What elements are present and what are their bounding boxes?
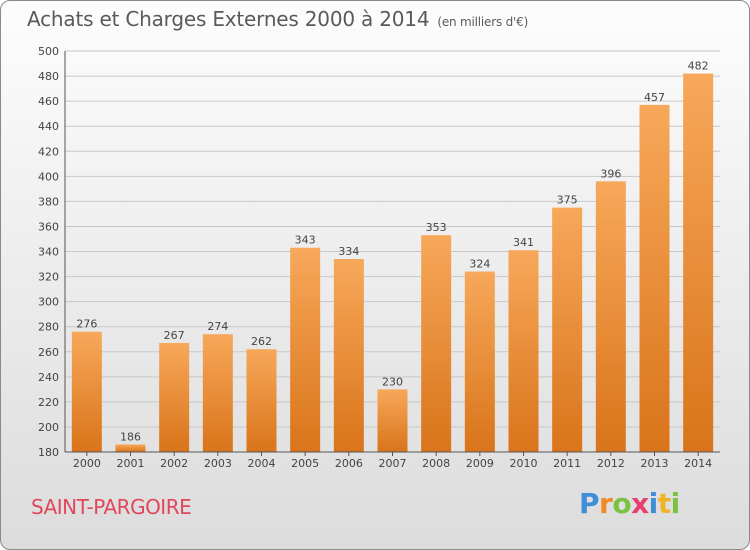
logo-letter: t [657,487,671,520]
data-label-2012: 396 [600,167,621,180]
bar-2007 [377,389,408,452]
data-label-2000: 276 [76,318,97,331]
x-tick-label: 2005 [291,457,319,470]
y-tick-label: 300 [38,296,59,309]
bar-2014 [683,73,714,453]
chart-title-text: Achats et Charges Externes 2000 à 2014 [27,7,430,31]
x-tick-label: 2001 [117,457,145,470]
proxiti-logo: Proxiti [579,487,680,520]
y-tick-label: 460 [38,95,59,108]
bar-2000 [71,331,102,452]
bar-2013 [639,104,670,453]
y-tick-label: 480 [38,70,59,83]
logo-letter: x [631,487,649,520]
logo-letter: r [599,487,613,520]
chart-title: Achats et Charges Externes 2000 à 2014 (e… [27,7,528,31]
x-tick-label: 2008 [422,457,450,470]
y-tick-label: 500 [38,45,59,58]
x-tick-label: 2010 [510,457,538,470]
logo-letter: i [648,487,659,520]
bar-2003 [202,334,233,452]
bar-2005 [290,247,321,452]
x-tick-label: 2006 [335,457,363,470]
y-tick-label: 320 [38,271,59,284]
data-label-2001: 186 [120,430,141,443]
axis-layer: 180 200 220 240 260 280 300 320 340 360 380 400 420 4… [38,45,720,470]
logo-letter: o [612,487,632,520]
bar-2006 [333,259,364,452]
data-label-2014: 482 [688,60,709,73]
commune-name: SAINT-PARGOIRE [31,495,192,519]
bar-2002 [159,342,190,452]
y-tick-label: 200 [38,421,59,434]
x-tick-label: 2014 [684,457,712,470]
y-tick-label: 380 [38,195,59,208]
y-tick-label: 260 [38,346,59,359]
y-tick-label: 280 [38,321,59,334]
y-tick-label: 360 [38,220,59,233]
data-label-2005: 343 [295,234,316,247]
data-label-2004: 262 [251,335,272,348]
x-tick-label: 2000 [73,457,101,470]
x-tick-label: 2007 [379,457,407,470]
y-tick-label: 340 [38,246,59,259]
data-label-2011: 375 [557,194,578,207]
data-label-2010: 341 [513,236,534,249]
x-tick-label: 2009 [466,457,494,470]
bar-2011 [552,207,583,452]
bar-2001 [115,444,146,452]
bar-2008 [421,235,452,452]
logo-letter: i [670,487,681,520]
bar-2004 [246,349,277,452]
chart-subtitle: (en milliers d'€) [437,15,529,29]
data-label-2007: 230 [382,375,403,388]
y-tick-label: 440 [38,120,59,133]
data-label-2013: 457 [644,91,665,104]
data-label-2002: 267 [164,329,185,342]
data-label-2003: 274 [207,320,228,333]
y-tick-label: 400 [38,170,59,183]
x-tick-label: 2003 [204,457,232,470]
bar-2012 [595,181,626,452]
x-tick-label: 2012 [597,457,625,470]
data-label-2008: 353 [426,221,447,234]
logo-letter: P [579,487,600,520]
label-layer: 276 186 267 274 262 343 334 230 353 324 341 375 396 4… [76,60,708,444]
y-tick-label: 420 [38,145,59,158]
bar-2009 [464,271,495,452]
x-tick-label: 2011 [553,457,581,470]
bar-layer [71,73,714,453]
x-tick-label: 2004 [248,457,276,470]
data-label-2009: 324 [469,258,490,271]
x-tick-label: 2002 [160,457,188,470]
y-tick-label: 240 [38,371,59,384]
y-tick-label: 220 [38,396,59,409]
bar-2010 [508,250,539,452]
y-tick-label: 180 [38,446,59,459]
x-tick-label: 2013 [641,457,669,470]
data-label-2006: 334 [338,245,359,258]
